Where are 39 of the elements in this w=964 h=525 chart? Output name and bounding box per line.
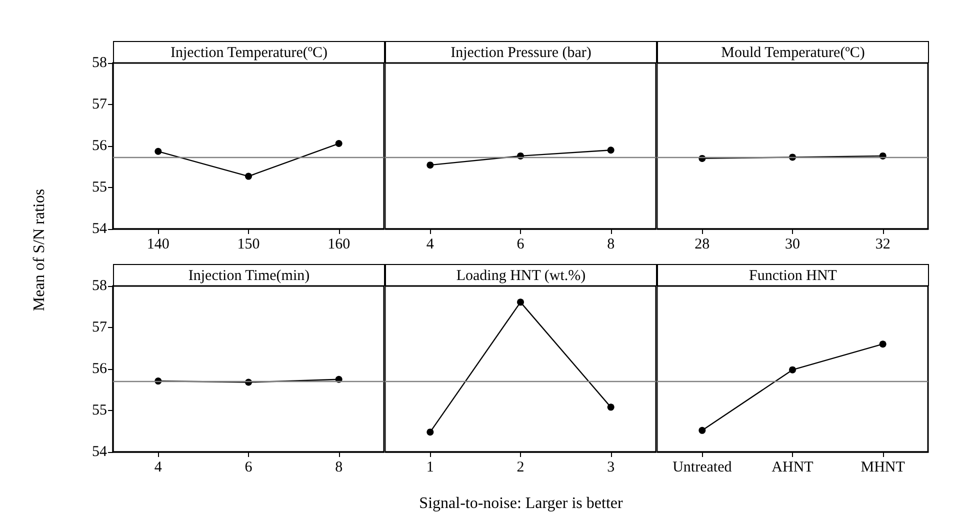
- y-tick-label: 56: [92, 361, 108, 377]
- chart-title: Injection Time(min): [113, 264, 385, 286]
- y-tick-label: 54: [92, 221, 108, 237]
- x-tick-label: 6: [516, 236, 525, 252]
- point: [245, 172, 252, 180]
- x-tick-label: Untreated: [672, 460, 732, 476]
- x-tick-label: 150: [237, 236, 260, 252]
- chart-title: Loading HNT (wt.%): [385, 264, 657, 286]
- y-tick-label: 55: [92, 402, 107, 418]
- chart-title: Mould Temperature(ºC): [657, 41, 929, 63]
- point: [335, 140, 342, 148]
- x-axis-title: Signal-to-noise: Larger is better: [419, 495, 623, 513]
- y-axis-title: Mean of S/N ratios: [31, 188, 49, 312]
- x-tick-label: 140: [146, 236, 170, 252]
- x-tick-label: 6: [244, 460, 253, 476]
- y-tick-label: 54: [92, 444, 108, 460]
- x-tick-label: AHNT: [772, 460, 814, 476]
- x-tick-label: 32: [875, 236, 890, 252]
- y-tick-label: 57: [92, 320, 108, 336]
- y-tick-label: 58: [92, 278, 107, 294]
- y-tick-label: 58: [92, 55, 107, 71]
- chart-title: Injection Pressure (bar): [385, 41, 657, 63]
- x-tick-label: 1: [426, 460, 434, 476]
- y-tick-label: 57: [92, 96, 108, 112]
- x-tick-label: 30: [785, 236, 800, 252]
- x-tick-label: 8: [335, 460, 343, 476]
- chart-title: Function HNT: [657, 264, 929, 286]
- x-tick-label: 4: [426, 236, 434, 252]
- x-tick-label: 3: [607, 460, 615, 476]
- y-tick-label: 56: [92, 138, 108, 154]
- chart-title: Injection Temperature(ºC): [113, 41, 385, 63]
- x-tick-label: 28: [694, 236, 710, 252]
- y-tick-label: 55: [92, 180, 107, 196]
- x-tick-label: 2: [516, 460, 524, 476]
- x-tick-label: MHNT: [860, 460, 905, 476]
- x-tick-label: 4: [154, 460, 162, 476]
- x-tick-label: 160: [328, 236, 350, 252]
- x-tick-label: 8: [607, 236, 615, 252]
- point: [154, 148, 162, 155]
